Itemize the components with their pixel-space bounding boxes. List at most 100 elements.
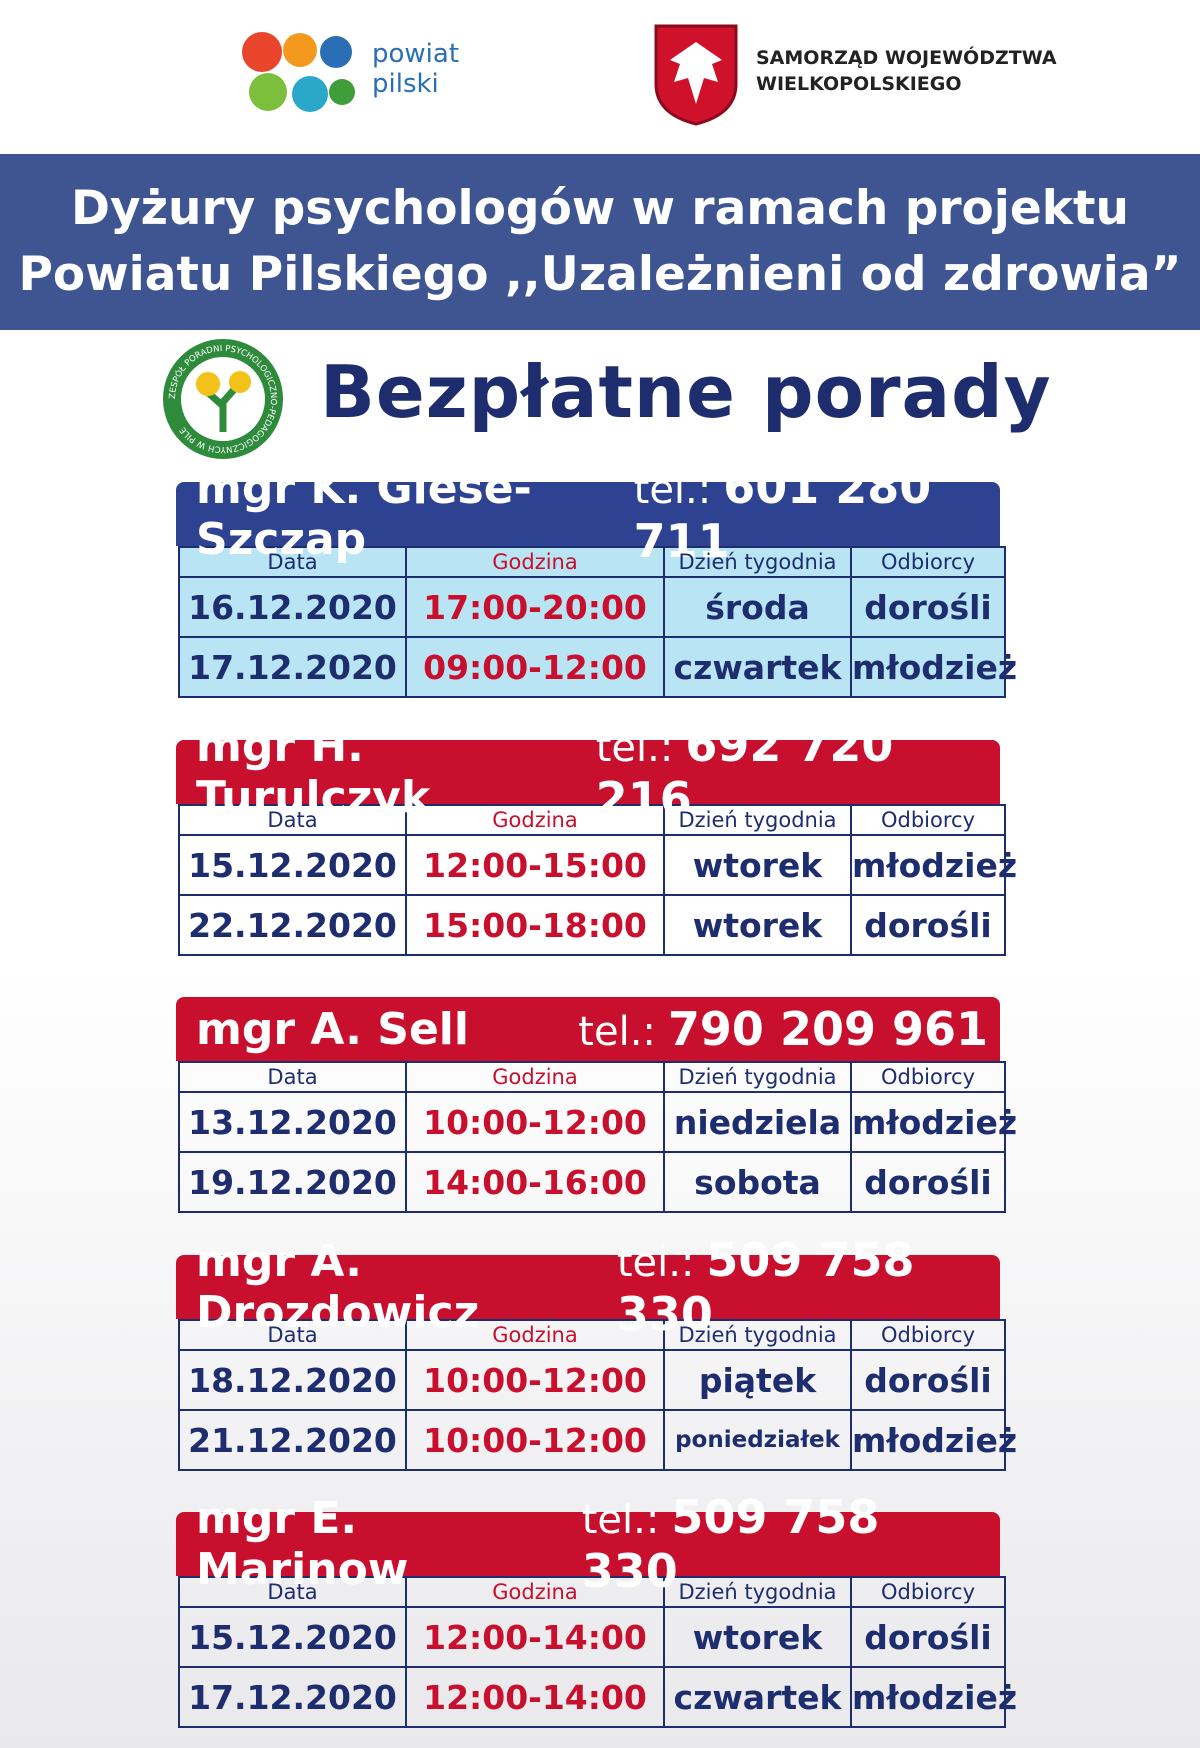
- header-cell: Data: [178, 804, 407, 836]
- schedule-row: 17.12.2020 12:00-14:00 czwartek młodzież: [178, 1666, 1017, 1728]
- logos: powiat pilski SAMORZĄD WOJEWÓDZTWA WIELK…: [242, 24, 1057, 126]
- header-cell: Godzina: [405, 546, 665, 578]
- schedule-cell: 19.12.2020: [178, 1151, 407, 1213]
- header-cell: Odbiorcy: [850, 1576, 1006, 1608]
- schedule-table: Data Godzina Dzień tygodnia Odbiorcy 15.12.2…: [178, 1576, 1017, 1728]
- header-row: Data Godzina Dzień tygodnia Odbiorcy: [178, 804, 1006, 836]
- schedule-cell: 22.12.2020: [178, 894, 407, 956]
- schedule-cell: wtorek: [663, 1606, 852, 1668]
- banner: Dyżury psychologów w ramach projektu Pow…: [0, 154, 1200, 330]
- schedule-table: Data Godzina Dzień tygodnia Odbiorcy 15.12.2…: [178, 804, 1017, 956]
- table-body: Data Godzina Dzień tygodnia Odbiorcy 15.12.2…: [178, 1576, 1017, 1728]
- schedule-section: mgr H. Turulczyk tel.: 692 720 216 Data Godz…: [176, 718, 1017, 956]
- schedule-table: Data Godzina Dzień tygodnia Odbiorcy 16.12.2…: [178, 546, 1017, 698]
- schedule-row: 13.12.2020 10:00-12:00 niedziela młodzież: [178, 1091, 1017, 1153]
- phone-number: 790 209 961: [667, 1002, 988, 1056]
- header-cell: Odbiorcy: [850, 1061, 1006, 1093]
- schedule-cell: młodzież: [850, 636, 1017, 698]
- schedule-cell: 17.12.2020: [178, 1666, 407, 1728]
- schedule-row: 19.12.2020 14:00-16:00 sobota dorośli: [178, 1151, 1006, 1213]
- psychologist-name: mgr A. Sell: [196, 1003, 469, 1055]
- tel-label: tel.:: [595, 725, 674, 771]
- heading: Bezpłatne porady: [320, 350, 1052, 434]
- schedule-cell: 18.12.2020: [178, 1349, 407, 1411]
- schedule-cell: 10:00-12:00: [405, 1349, 665, 1411]
- schedule-row: 18.12.2020 10:00-12:00 piątek dorośli: [178, 1349, 1006, 1411]
- header-cell: Dzień tygodnia: [663, 1576, 852, 1608]
- header-cell: Godzina: [405, 1576, 665, 1608]
- schedule-row: 15.12.2020 12:00-14:00 wtorek dorośli: [178, 1606, 1006, 1668]
- schedule-cell: młodzież: [850, 1666, 1017, 1728]
- header-cell: Data: [178, 1576, 407, 1608]
- schedule-cell: dorośli: [850, 894, 1006, 956]
- schedule-cell: młodzież: [850, 834, 1017, 896]
- samorzad-text: SAMORZĄD WOJEWÓDZTWA: [756, 45, 1057, 69]
- samorzad-text: WIELKOPOLSKIEGO: [756, 73, 962, 95]
- table-body: Data Godzina Dzień tygodnia Odbiorcy 13.12.2…: [178, 1061, 1017, 1213]
- header-cell: Dzień tygodnia: [663, 1319, 852, 1351]
- tel-label: tel.:: [633, 467, 712, 513]
- schedule-cell: dorośli: [850, 1349, 1006, 1411]
- header-cell: Data: [178, 1061, 407, 1093]
- schedule-section: mgr A. Sell tel.: 790 209 961 Data Godzina Dz…: [176, 997, 1017, 1213]
- schedule-cell: 15.12.2020: [178, 1606, 407, 1668]
- section-bar: mgr H. Turulczyk tel.: 692 720 216: [176, 718, 1000, 826]
- schedule-table: Data Godzina Dzień tygodnia Odbiorcy 18.12.2…: [178, 1319, 1017, 1471]
- tel-label: tel.:: [616, 1240, 695, 1286]
- header-cell: Odbiorcy: [850, 1319, 1006, 1351]
- powiat-logo-icon: [242, 32, 355, 112]
- psychologist-name: mgr K. Giese-Szczap: [196, 463, 532, 565]
- phone: tel.: 692 720 216: [596, 718, 988, 826]
- phone: tel.: 509 758 330: [582, 1490, 988, 1598]
- schedule-cell: czwartek: [663, 1666, 852, 1728]
- schedule-cell: 12:00-14:00: [405, 1606, 665, 1668]
- schedule-cell: 12:00-15:00: [405, 834, 665, 896]
- schedule-cell: 13.12.2020: [178, 1091, 407, 1153]
- phone-number: 509 758 330: [581, 1490, 880, 1598]
- schedule-cell: dorośli: [850, 1151, 1006, 1213]
- header-cell: Godzina: [405, 1319, 665, 1351]
- schedule-cell: niedziela: [663, 1091, 852, 1153]
- schedule-cell: młodzież: [850, 1409, 1017, 1471]
- header-row: Data Godzina Dzień tygodnia Odbiorcy: [178, 1576, 1006, 1608]
- header-row: Data Godzina Dzień tygodnia Odbiorcy: [178, 1319, 1006, 1351]
- psychologist-name: mgr A. Drozdowicz: [196, 1236, 480, 1338]
- schedule-cell: 14:00-16:00: [405, 1151, 665, 1213]
- header-cell: Dzień tygodnia: [663, 1061, 852, 1093]
- schedule-table: Data Godzina Dzień tygodnia Odbiorcy 13.12.2…: [178, 1061, 1017, 1213]
- header-cell: Dzień tygodnia: [663, 804, 852, 836]
- schedule-row: 15.12.2020 12:00-15:00 wtorek młodzież: [178, 834, 1017, 896]
- schedule-cell: 10:00-12:00: [405, 1409, 665, 1471]
- header-row: Data Godzina Dzień tygodnia Odbiorcy: [178, 1061, 1006, 1093]
- schedule-section: mgr E. Marinow tel.: 509 758 330 Data Godzin…: [176, 1490, 1017, 1728]
- schedule-cell: środa: [663, 576, 852, 638]
- table-body: Data Godzina Dzień tygodnia Odbiorcy 16.12.2…: [178, 546, 1017, 698]
- header-cell: Data: [178, 1319, 407, 1351]
- schedule-cell: 17.12.2020: [178, 636, 407, 698]
- schedule-cell: 17:00-20:00: [405, 576, 665, 638]
- schedule-section: mgr A. Drozdowicz tel.: 509 758 330 Data God…: [176, 1233, 1017, 1471]
- powiat-text: powiat: [372, 39, 459, 69]
- schedule-cell: piątek: [663, 1349, 852, 1411]
- header-cell: Odbiorcy: [850, 804, 1006, 836]
- schedule-row: 16.12.2020 17:00-20:00 środa dorośli: [178, 576, 1006, 638]
- phone-number: 601 280 711: [633, 460, 932, 568]
- banner-line: Dyżury psychologów w ramach projektu: [71, 181, 1129, 236]
- schedule-section: mgr K. Giese-Szczap tel.: 601 280 711 Data G…: [176, 460, 1017, 698]
- schedule-cell: dorośli: [850, 576, 1006, 638]
- table-body: Data Godzina Dzień tygodnia Odbiorcy 18.12.2…: [178, 1319, 1017, 1471]
- schedule-cell: 15.12.2020: [178, 834, 407, 896]
- phone: tel.: 601 280 711: [634, 460, 988, 568]
- tel-label: tel.:: [578, 1009, 656, 1055]
- schedule-cell: 10:00-12:00: [405, 1091, 665, 1153]
- schedule-cell: 21.12.2020: [178, 1409, 407, 1471]
- tel-label: tel.:: [581, 1497, 660, 1543]
- header-cell: Dzień tygodnia: [663, 546, 852, 578]
- schedule-row: 17.12.2020 09:00-12:00 czwartek młodzież: [178, 636, 1017, 698]
- section-bar: mgr E. Marinow tel.: 509 758 330: [176, 1490, 1000, 1598]
- schedule-cell: 15:00-18:00: [405, 894, 665, 956]
- schedule-cell: 16.12.2020: [178, 576, 407, 638]
- schedule-cell: dorośli: [850, 1606, 1006, 1668]
- schedule-cell: 09:00-12:00: [405, 636, 665, 698]
